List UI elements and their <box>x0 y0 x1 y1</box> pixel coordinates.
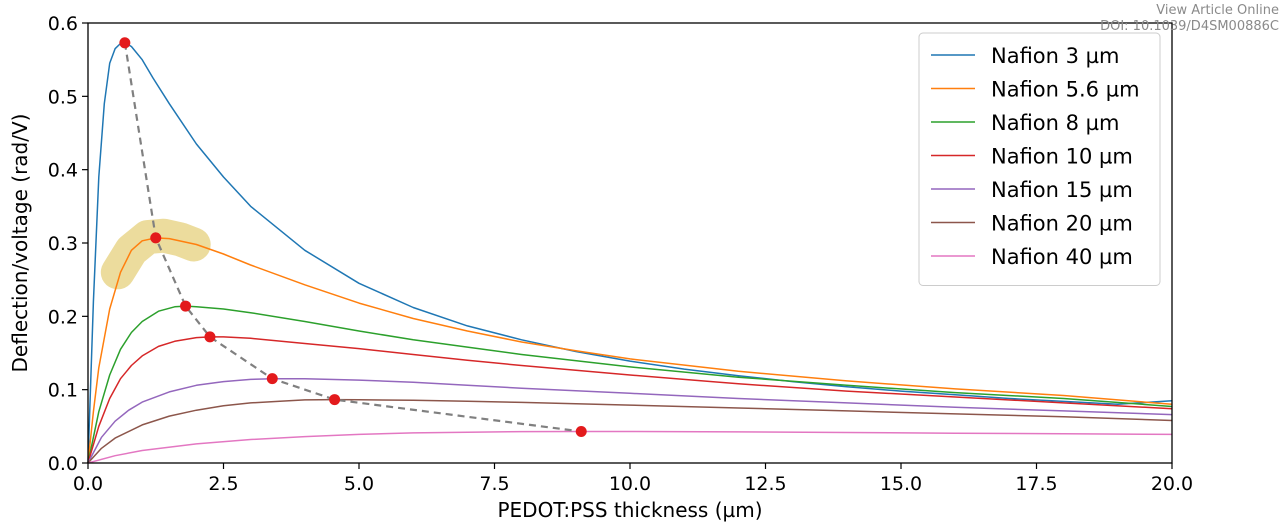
y-tick-label: 0.1 <box>48 380 78 402</box>
peak-point-2 <box>150 232 162 244</box>
y-tick-label: 0.6 <box>48 13 78 35</box>
y-axis: 0.0 0.1 0.2 0.3 0.4 0.5 0.6 <box>48 13 88 475</box>
y-tick-label: 0.2 <box>48 306 78 328</box>
x-tick-label: 12.5 <box>744 473 786 495</box>
legend-box <box>918 32 1161 286</box>
series-line-3 <box>87 305 1173 464</box>
legend-label-5: Nafion 15 µm <box>991 178 1133 202</box>
y-tick-label: 0.4 <box>48 160 78 182</box>
x-tick-label: 7.5 <box>479 473 509 495</box>
x-tick-label: 17.5 <box>1015 473 1057 495</box>
peak-point-6 <box>329 394 341 406</box>
legend-label-7: Nafion 40 µm <box>991 245 1133 269</box>
legend: Nafion 3 µm Nafion 5.6 µm Nafion 8 µm Nafio… <box>918 32 1161 286</box>
y-tick-label: 0.0 <box>48 453 78 475</box>
peak-point-3 <box>180 300 192 312</box>
legend-label-4: Nafion 10 µm <box>991 145 1133 169</box>
series-line-5 <box>87 377 1173 464</box>
legend-label-6: Nafion 20 µm <box>991 212 1133 236</box>
series-line-1 <box>87 42 1173 464</box>
y-tick-label: 0.3 <box>48 233 78 255</box>
legend-label-1: Nafion 3 µm <box>991 44 1120 68</box>
x-tick-label: 5.0 <box>344 473 374 495</box>
series-line-2 <box>87 237 1173 464</box>
peak-point-7 <box>575 425 587 437</box>
legend-label-3: Nafion 8 µm <box>991 111 1120 135</box>
y-axis-label: Deflection/voltage (rad/V) <box>8 114 32 373</box>
peak-point-1 <box>119 37 131 49</box>
peak-layer <box>119 37 587 437</box>
y-tick-label: 0.5 <box>48 86 78 108</box>
x-axis: 0.0 2.5 5.0 7.5 10.0 12.5 15.0 17.5 20.0 <box>73 463 1193 495</box>
series-line-4 <box>87 336 1173 464</box>
x-tick-label: 15.0 <box>880 473 922 495</box>
doi-label: DOI: 10.1039/D4SM00886C <box>1100 19 1279 34</box>
peak-point-5 <box>266 373 278 385</box>
x-tick-label: 10.0 <box>609 473 651 495</box>
series-line-7 <box>87 430 1173 464</box>
x-tick-label: 20.0 <box>1151 473 1193 495</box>
series-layer <box>87 42 1173 464</box>
peak-point-4 <box>204 331 216 343</box>
x-axis-label: PEDOT:PSS thickness (µm) <box>497 498 762 522</box>
x-tick-label: 2.5 <box>208 473 238 495</box>
legend-label-2: Nafion 5.6 µm <box>991 78 1140 102</box>
x-tick-label: 0.0 <box>73 473 103 495</box>
view-article-online-link[interactable]: View Article Online <box>1156 3 1279 18</box>
